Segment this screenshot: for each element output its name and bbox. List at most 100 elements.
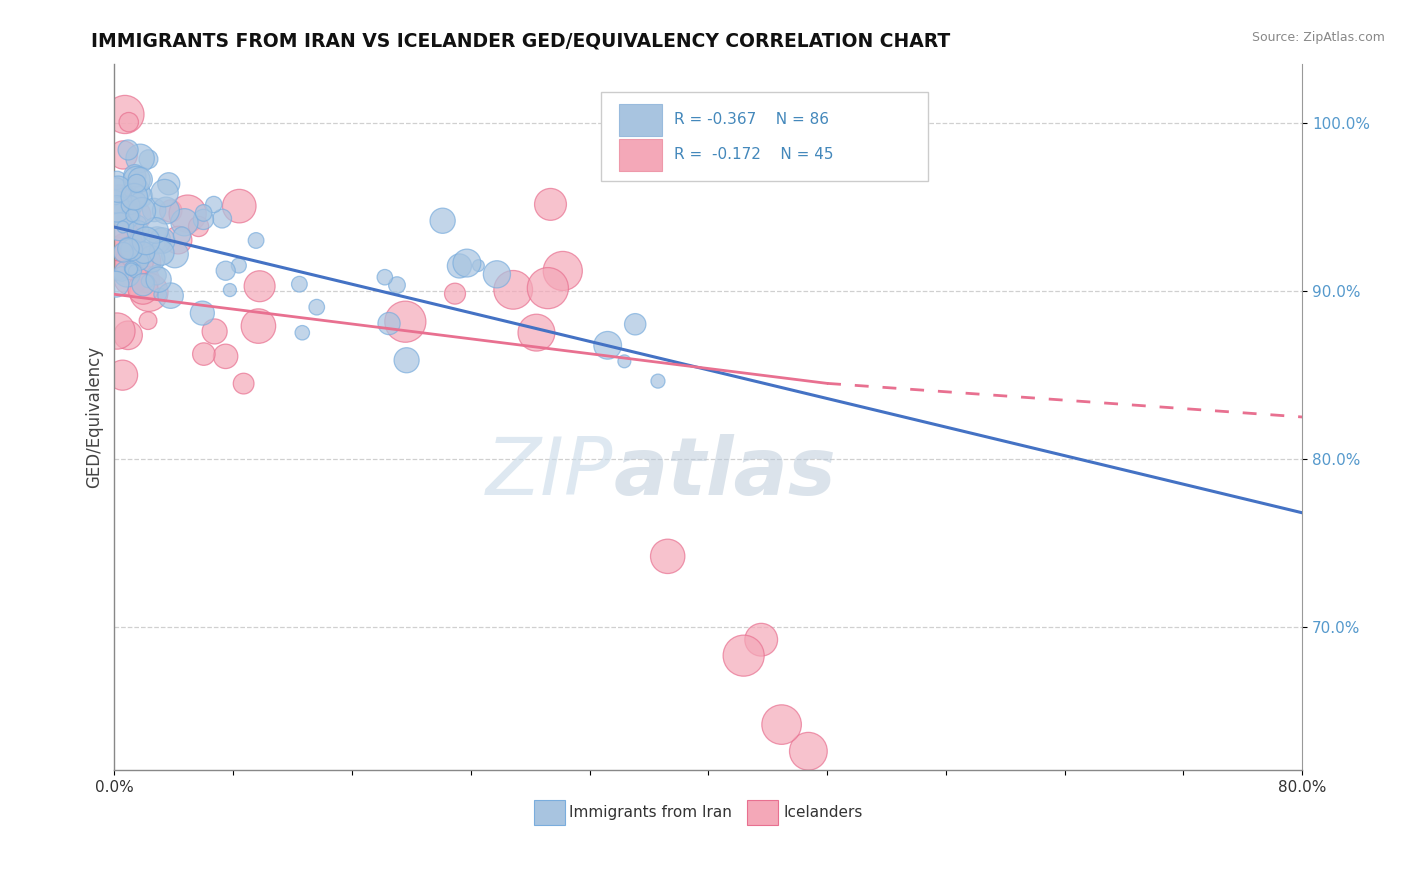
Point	[211, 211, 233, 226]
Point	[120, 262, 142, 277]
Point	[378, 317, 401, 331]
Point	[138, 152, 160, 166]
Point	[444, 286, 467, 301]
Point	[120, 241, 142, 255]
Point	[647, 374, 669, 388]
Point	[108, 200, 131, 214]
Text: Immigrants from Iran: Immigrants from Iran	[569, 805, 733, 820]
Point	[112, 148, 135, 162]
Point	[159, 204, 181, 219]
Point	[135, 272, 157, 286]
Point	[202, 197, 225, 211]
Point	[131, 189, 153, 203]
Text: R = -0.367    N = 86: R = -0.367 N = 86	[673, 112, 830, 127]
Point	[770, 717, 793, 731]
Point	[232, 376, 254, 391]
FancyBboxPatch shape	[619, 103, 662, 136]
Point	[129, 172, 152, 186]
Point	[117, 242, 139, 256]
Point	[149, 287, 172, 301]
Point	[138, 285, 160, 300]
Point	[247, 319, 270, 334]
Point	[153, 186, 176, 200]
Point	[125, 185, 148, 199]
Point	[288, 277, 311, 292]
Point	[245, 234, 267, 248]
Point	[131, 204, 153, 219]
Point	[170, 228, 193, 243]
Point	[191, 306, 214, 320]
Point	[193, 206, 215, 220]
Point	[157, 177, 180, 191]
Point	[657, 549, 679, 564]
Point	[117, 143, 139, 157]
Point	[150, 234, 173, 248]
Point	[115, 267, 138, 281]
Point	[733, 648, 755, 663]
Point	[177, 206, 200, 220]
Point	[121, 243, 143, 257]
Point	[121, 261, 143, 276]
Point	[173, 215, 195, 229]
Point	[148, 272, 170, 286]
Point	[219, 283, 242, 297]
Text: atlas: atlas	[613, 434, 837, 512]
Point	[105, 248, 128, 262]
Point	[502, 283, 524, 297]
Point	[150, 245, 173, 260]
Point	[121, 209, 143, 223]
Point	[124, 209, 146, 223]
Point	[114, 107, 136, 121]
Point	[249, 279, 271, 293]
Point	[112, 245, 135, 260]
Point	[112, 206, 135, 220]
Point	[125, 177, 148, 191]
Point	[115, 208, 138, 222]
Text: Source: ZipAtlas.com: Source: ZipAtlas.com	[1251, 31, 1385, 45]
Point	[143, 202, 166, 217]
Point	[141, 252, 163, 266]
Point	[124, 264, 146, 278]
Point	[132, 277, 155, 292]
Y-axis label: GED/Equivalency: GED/Equivalency	[86, 346, 103, 488]
Point	[122, 200, 145, 214]
Point	[104, 277, 127, 292]
Point	[187, 219, 209, 234]
Point	[111, 267, 134, 281]
Point	[115, 237, 138, 252]
Point	[540, 197, 562, 211]
Point	[467, 259, 489, 273]
Point	[204, 325, 226, 339]
Point	[131, 246, 153, 260]
Point	[104, 190, 127, 204]
Point	[105, 263, 128, 277]
Point	[159, 288, 181, 302]
Point	[111, 368, 134, 383]
Point	[128, 193, 150, 207]
Point	[136, 274, 159, 288]
Point	[112, 202, 135, 217]
FancyBboxPatch shape	[534, 799, 565, 825]
Point	[105, 180, 128, 194]
Point	[107, 182, 129, 196]
Point	[394, 315, 416, 329]
Point	[155, 203, 177, 218]
Point	[613, 354, 636, 368]
Point	[105, 173, 128, 187]
Text: R =  -0.172    N = 45: R = -0.172 N = 45	[673, 147, 834, 162]
Point	[305, 300, 328, 314]
Point	[105, 324, 128, 338]
Point	[108, 190, 131, 204]
Point	[127, 217, 149, 231]
Point	[456, 256, 478, 270]
Point	[193, 347, 215, 361]
Point	[526, 326, 548, 340]
Point	[127, 234, 149, 248]
Point	[537, 281, 560, 295]
Point	[145, 268, 167, 283]
Point	[228, 259, 250, 273]
Point	[374, 270, 396, 285]
Point	[110, 234, 132, 248]
Point	[132, 245, 155, 260]
FancyBboxPatch shape	[619, 139, 662, 171]
